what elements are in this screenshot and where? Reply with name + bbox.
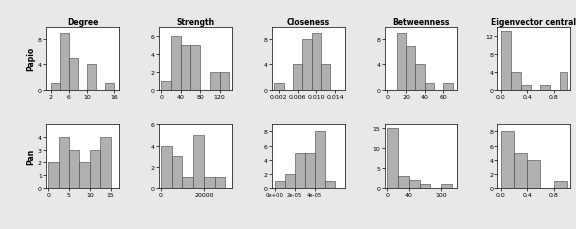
Bar xyxy=(409,180,420,188)
Bar xyxy=(79,163,90,188)
Bar xyxy=(501,132,514,188)
Bar xyxy=(274,84,283,90)
Bar xyxy=(398,176,409,188)
Y-axis label: Papio: Papio xyxy=(26,47,35,71)
Bar xyxy=(527,160,540,188)
Bar xyxy=(314,132,325,188)
Title: Strength: Strength xyxy=(176,18,214,27)
Bar xyxy=(302,40,312,90)
Bar xyxy=(540,86,551,90)
Bar xyxy=(219,72,229,90)
Bar xyxy=(441,184,452,188)
Bar xyxy=(204,177,215,188)
Bar xyxy=(69,150,79,188)
Bar xyxy=(191,45,200,90)
Bar xyxy=(325,181,335,188)
Bar xyxy=(100,137,111,188)
Bar xyxy=(554,181,567,188)
Bar xyxy=(321,65,331,90)
Bar xyxy=(420,184,430,188)
Bar xyxy=(295,153,305,188)
Bar xyxy=(285,174,295,188)
Bar xyxy=(293,65,302,90)
Title: Betweenness: Betweenness xyxy=(392,18,450,27)
Bar xyxy=(210,72,219,90)
Bar xyxy=(560,72,567,90)
Bar xyxy=(415,65,425,90)
Bar xyxy=(48,163,59,188)
Bar xyxy=(397,34,406,90)
Bar xyxy=(171,36,181,90)
Bar xyxy=(59,137,69,188)
Bar xyxy=(161,81,171,90)
Y-axis label: Pan: Pan xyxy=(26,148,35,164)
Bar xyxy=(305,153,314,188)
Bar xyxy=(181,45,191,90)
Title: Eigenvector central: Eigenvector central xyxy=(491,18,576,27)
Bar xyxy=(275,181,285,188)
Title: Closeness: Closeness xyxy=(287,18,329,27)
Title: Degree: Degree xyxy=(67,18,98,27)
Bar xyxy=(501,32,511,90)
Bar xyxy=(444,84,453,90)
Bar xyxy=(183,177,193,188)
Bar xyxy=(172,156,183,188)
Bar xyxy=(69,59,78,90)
Bar xyxy=(193,135,204,188)
Bar xyxy=(514,153,527,188)
Bar xyxy=(406,46,415,90)
Bar xyxy=(105,84,114,90)
Bar xyxy=(60,34,69,90)
Bar xyxy=(511,72,521,90)
Bar xyxy=(521,86,530,90)
Bar xyxy=(87,65,96,90)
Bar xyxy=(161,146,172,188)
Bar xyxy=(425,84,434,90)
Bar xyxy=(215,177,225,188)
Bar xyxy=(387,129,398,188)
Bar xyxy=(51,84,60,90)
Bar xyxy=(312,34,321,90)
Bar xyxy=(90,150,100,188)
